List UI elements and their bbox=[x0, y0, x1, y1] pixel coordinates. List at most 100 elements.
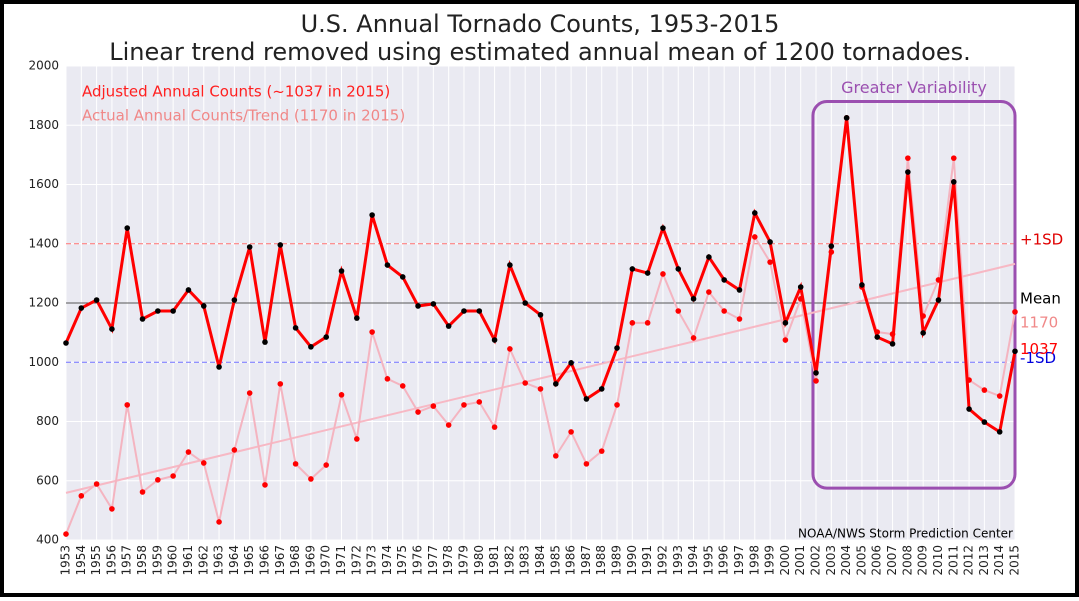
trend-line bbox=[65, 262, 1016, 494]
x-tick-label: 2005 bbox=[854, 545, 868, 576]
data-point bbox=[430, 301, 437, 307]
data-point bbox=[109, 326, 115, 332]
x-tick-label: 1999 bbox=[763, 545, 777, 576]
data-point bbox=[399, 383, 406, 389]
data-point bbox=[782, 320, 789, 326]
x-tick-label: 1961 bbox=[181, 545, 195, 576]
data-point bbox=[736, 287, 743, 293]
x-tick-label: 1985 bbox=[548, 545, 562, 576]
data-point bbox=[399, 274, 406, 280]
data-point bbox=[369, 329, 375, 335]
x-tick-label: 2007 bbox=[885, 545, 899, 576]
x-tick-label: 1966 bbox=[257, 545, 271, 576]
data-point bbox=[583, 396, 590, 402]
data-point bbox=[905, 155, 911, 161]
x-tick-label: 2010 bbox=[931, 545, 945, 576]
x-tick-label: 2015 bbox=[1008, 545, 1022, 576]
data-point bbox=[675, 308, 682, 314]
data-point bbox=[63, 531, 69, 537]
y-tick-label: 400 bbox=[36, 533, 59, 547]
x-tick-label: 1990 bbox=[625, 545, 639, 576]
x-tick-label: 2009 bbox=[916, 545, 930, 576]
data-point bbox=[200, 303, 207, 309]
data-point bbox=[384, 262, 391, 268]
data-point bbox=[124, 225, 131, 231]
x-tick-label: 1975 bbox=[395, 545, 409, 576]
x-tick-label: 1981 bbox=[487, 545, 501, 576]
data-point bbox=[996, 429, 1003, 435]
data-point bbox=[430, 403, 437, 409]
x-tick-label: 1997 bbox=[732, 545, 746, 576]
data-point bbox=[920, 330, 926, 336]
data-point bbox=[124, 402, 131, 408]
data-point bbox=[690, 296, 697, 302]
x-tick-label: 1978 bbox=[441, 545, 455, 576]
data-point bbox=[231, 297, 238, 303]
data-point bbox=[522, 300, 528, 306]
data-point bbox=[614, 345, 620, 351]
data-point bbox=[78, 493, 85, 499]
x-tick-label: 1987 bbox=[579, 545, 593, 576]
data-point bbox=[369, 212, 375, 218]
data-point bbox=[660, 271, 666, 277]
data-point bbox=[354, 436, 360, 442]
x-tick-label: 1988 bbox=[594, 545, 608, 576]
x-tick-label: 2003 bbox=[824, 545, 838, 576]
data-point bbox=[63, 340, 69, 346]
data-point bbox=[644, 320, 651, 326]
data-point bbox=[170, 473, 176, 479]
data-point bbox=[767, 239, 773, 245]
x-tick-label: 1968 bbox=[288, 545, 302, 576]
x-tick-label: 1973 bbox=[365, 545, 379, 576]
data-point bbox=[93, 481, 100, 487]
data-point bbox=[706, 289, 712, 295]
data-point bbox=[675, 266, 682, 272]
data-point bbox=[537, 312, 544, 318]
x-tick-label: 1957 bbox=[120, 545, 134, 576]
x-tick-label: 2004 bbox=[839, 545, 853, 576]
data-point bbox=[614, 402, 620, 408]
data-point bbox=[461, 308, 467, 314]
data-point bbox=[751, 210, 758, 216]
data-point bbox=[736, 316, 743, 322]
chart-title: U.S. Annual Tornado Counts, 1953-2015 bbox=[301, 10, 780, 38]
data-point bbox=[874, 334, 881, 340]
data-point bbox=[568, 429, 574, 435]
chart-subtitle: Linear trend removed using estimated ann… bbox=[109, 38, 971, 66]
data-point bbox=[553, 381, 559, 387]
data-point bbox=[568, 360, 574, 366]
data-point bbox=[813, 378, 819, 384]
data-point bbox=[782, 337, 789, 343]
data-point bbox=[537, 386, 544, 392]
data-point bbox=[721, 277, 727, 283]
data-point bbox=[292, 461, 299, 467]
x-tick-label: 1989 bbox=[610, 545, 624, 576]
data-point bbox=[155, 308, 161, 314]
legend-label: Actual Annual Counts/Trend (1170 in 2015… bbox=[82, 107, 405, 125]
data-point bbox=[828, 243, 835, 249]
x-tick-label: 1996 bbox=[717, 545, 731, 576]
data-point bbox=[950, 179, 957, 185]
data-point bbox=[491, 424, 498, 430]
data-point bbox=[415, 303, 421, 309]
x-tick-label: 2002 bbox=[809, 545, 823, 576]
data-point bbox=[277, 242, 284, 248]
data-point bbox=[139, 316, 146, 322]
data-point bbox=[859, 282, 865, 288]
data-point bbox=[1012, 309, 1018, 315]
data-point bbox=[1012, 348, 1018, 355]
data-point bbox=[170, 308, 176, 314]
data-point bbox=[109, 506, 115, 512]
y-tick-label: 1000 bbox=[28, 355, 59, 369]
data-point bbox=[507, 262, 513, 268]
data-point bbox=[950, 155, 957, 161]
x-tick-label: 2014 bbox=[992, 545, 1006, 576]
data-point bbox=[507, 346, 513, 352]
data-point bbox=[629, 266, 636, 272]
data-point bbox=[553, 453, 559, 459]
data-point bbox=[598, 448, 605, 454]
x-tick-label: 1959 bbox=[150, 545, 164, 576]
data-point bbox=[981, 419, 988, 425]
data-point bbox=[935, 297, 942, 303]
data-point bbox=[185, 449, 192, 455]
